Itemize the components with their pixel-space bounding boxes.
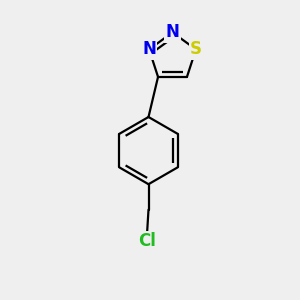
Text: N: N <box>142 40 156 58</box>
Text: S: S <box>190 40 202 58</box>
Text: N: N <box>166 23 179 41</box>
Text: Cl: Cl <box>138 232 156 250</box>
